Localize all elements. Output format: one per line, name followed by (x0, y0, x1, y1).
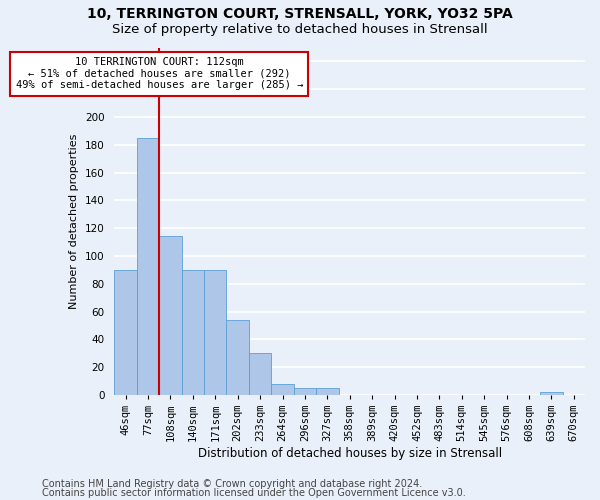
Bar (204, 270, 226, 395)
Y-axis label: Number of detached properties: Number of detached properties (70, 134, 79, 309)
Text: Contains HM Land Registry data © Crown copyright and database right 2024.: Contains HM Land Registry data © Crown c… (42, 479, 422, 489)
Bar (226, 320, 249, 395)
Bar (115, 270, 137, 395)
Bar (182, 270, 204, 395)
Text: Contains public sector information licensed under the Open Government Licence v3: Contains public sector information licen… (42, 488, 466, 498)
Bar (294, 388, 316, 395)
Bar (249, 353, 271, 395)
Text: 10, TERRINGTON COURT, STRENSALL, YORK, YO32 5PA: 10, TERRINGTON COURT, STRENSALL, YORK, Y… (87, 8, 513, 22)
Bar (271, 384, 294, 395)
X-axis label: Distribution of detached houses by size in Strensall: Distribution of detached houses by size … (197, 447, 502, 460)
Bar (540, 392, 563, 395)
Bar (159, 236, 182, 395)
Bar (316, 388, 338, 395)
Text: 10 TERRINGTON COURT: 112sqm
← 51% of detached houses are smaller (292)
49% of se: 10 TERRINGTON COURT: 112sqm ← 51% of det… (16, 57, 303, 90)
Bar (137, 138, 159, 395)
Text: Size of property relative to detached houses in Strensall: Size of property relative to detached ho… (112, 22, 488, 36)
